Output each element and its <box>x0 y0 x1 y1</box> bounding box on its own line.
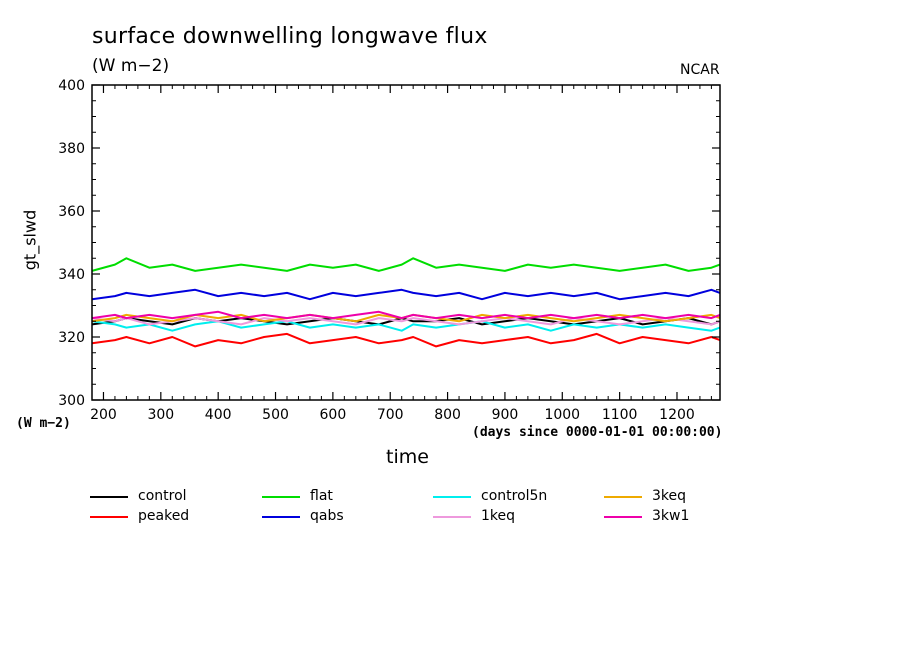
legend-label: 1keq <box>481 508 516 524</box>
series-line-control5n <box>91 320 721 332</box>
x-tick-label: 300 <box>147 407 174 423</box>
y-tick-label: 360 <box>58 204 85 220</box>
x-tick-label: 600 <box>320 407 347 423</box>
y-axis-units: (W m−2) <box>16 416 71 431</box>
x-tick-label: 800 <box>434 407 461 423</box>
legend-swatch <box>90 516 128 518</box>
x-axis-units: (days since 0000-01-01 00:00:00) <box>472 425 723 440</box>
axis-layer: 200 300 400 500 600 700 800 900 1000 1100 1200 300 3… <box>58 78 720 423</box>
legend-label: 3kw1 <box>652 508 690 524</box>
legend-swatch <box>433 516 471 518</box>
legend-label: qabs <box>310 508 344 524</box>
chart-title: surface downwelling longwave flux <box>92 24 488 49</box>
legend-label: peaked <box>138 508 190 524</box>
legend: control peaked flat qabs control5n 1keq 3keq 3k… <box>90 488 770 528</box>
legend-label: 3keq <box>652 488 687 504</box>
legend-label: flat <box>310 488 333 504</box>
x-tick-label: 1200 <box>659 407 695 423</box>
x-tick-label: 900 <box>492 407 519 423</box>
x-axis-label: time <box>386 446 429 468</box>
legend-swatch <box>604 516 642 518</box>
y-tick-label: 340 <box>58 267 85 283</box>
chart-units: (W m−2) <box>92 56 170 76</box>
legend-swatch <box>604 496 642 498</box>
plot-frame <box>91 84 721 401</box>
y-tick-label: 400 <box>58 78 85 94</box>
legend-swatch <box>262 496 300 498</box>
series-line-peaked <box>91 332 721 348</box>
x-tick-label: 1100 <box>602 407 638 423</box>
y-tick-label: 320 <box>58 330 85 346</box>
legend-swatch <box>262 516 300 518</box>
x-tick-label: 400 <box>205 407 232 423</box>
x-tick-label: 1000 <box>544 407 580 423</box>
series-line-qabs <box>91 288 721 301</box>
legend-label: control <box>138 488 187 504</box>
legend-label: control5n <box>481 488 548 504</box>
x-tick-label: 700 <box>377 407 404 423</box>
y-tick-label: 300 <box>58 393 85 409</box>
series-line-3kw1 <box>91 310 721 320</box>
legend-swatch <box>433 496 471 498</box>
series-layer <box>91 257 721 348</box>
y-tick-label: 380 <box>58 141 85 157</box>
credit-label: NCAR <box>680 62 720 78</box>
legend-swatch <box>90 496 128 498</box>
series-line-flat <box>91 257 721 272</box>
series-line-1keq <box>91 317 721 326</box>
x-tick-label: 200 <box>90 407 117 423</box>
x-tick-label: 500 <box>262 407 289 423</box>
